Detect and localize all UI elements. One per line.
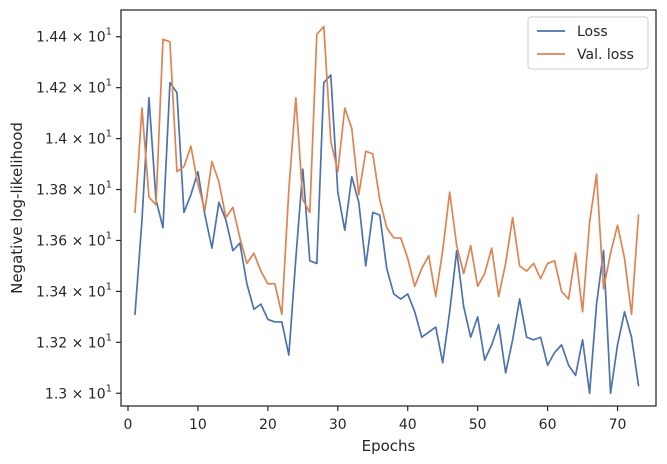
y-tick-label: 1.32 × 101 bbox=[36, 332, 112, 351]
legend-box bbox=[527, 16, 649, 70]
x-tick-label: 50 bbox=[469, 417, 487, 433]
x-tick-label: 60 bbox=[539, 417, 557, 433]
y-tick-label: 1.36 × 101 bbox=[36, 230, 112, 249]
x-tick-label: 10 bbox=[189, 417, 207, 433]
y-tick-label: 1.38 × 101 bbox=[36, 180, 112, 199]
x-tick-label: 30 bbox=[329, 417, 347, 433]
x-axis: 0 10 20 30 40 50 60 70 bbox=[124, 406, 627, 433]
x-tick-label: 40 bbox=[399, 417, 417, 433]
x-tick-label: 70 bbox=[609, 417, 627, 433]
y-tick-label: 1.3 × 101 bbox=[45, 383, 112, 402]
plot-area bbox=[121, 10, 656, 406]
y-tick-label: 1.42 × 101 bbox=[36, 78, 112, 97]
y-tick-label: 1.44 × 101 bbox=[36, 27, 112, 46]
y-tick-label: 1.34 × 101 bbox=[36, 281, 112, 300]
legend: Loss Val. loss bbox=[527, 16, 649, 70]
x-tick-label: 0 bbox=[124, 417, 133, 433]
series-layer bbox=[134, 25, 640, 395]
y-axis: 1.3 × 101 1.32 × 101 1.34 × 101 1.36 × 101 1… bbox=[36, 27, 121, 402]
y-tick-label: 1.4 × 101 bbox=[45, 129, 112, 148]
series-line-0 bbox=[134, 74, 640, 395]
legend-label-1: Val. loss bbox=[577, 47, 634, 63]
y-axis-label: Negative log-likelihood bbox=[8, 122, 26, 294]
plot-frame bbox=[120, 9, 657, 407]
legend-label-0: Loss bbox=[577, 24, 608, 40]
x-tick-label: 20 bbox=[259, 417, 277, 433]
x-axis-label: Epochs bbox=[362, 437, 416, 455]
series-line-1 bbox=[134, 25, 640, 316]
